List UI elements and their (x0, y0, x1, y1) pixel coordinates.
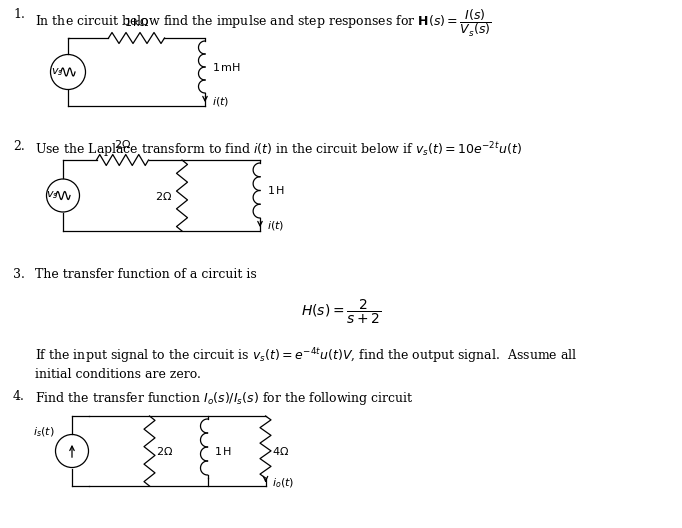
Text: $2\Omega$: $2\Omega$ (114, 138, 131, 150)
Text: 3.: 3. (13, 268, 25, 281)
Text: $v_s$: $v_s$ (50, 66, 63, 78)
Text: $2\Omega$: $2\Omega$ (155, 190, 172, 202)
Text: Find the transfer function $I_o(s)/I_s(s)$ for the following circuit: Find the transfer function $I_o(s)/I_s(s… (35, 390, 414, 407)
Text: $1\,\mathrm{H}$: $1\,\mathrm{H}$ (267, 184, 285, 196)
Text: $4\Omega$: $4\Omega$ (273, 445, 290, 457)
Text: The transfer function of a circuit is: The transfer function of a circuit is (35, 268, 256, 281)
Text: Use the Laplace transform to find $i(t)$ in the circuit below if $v_s(t) = 10e^{: Use the Laplace transform to find $i(t)$… (35, 140, 522, 159)
Text: $i(t)$: $i(t)$ (212, 95, 229, 108)
Text: $2\Omega$: $2\Omega$ (156, 445, 174, 457)
Text: 1.: 1. (13, 8, 25, 21)
Text: $1\,\mathrm{k}\Omega$: $1\,\mathrm{k}\Omega$ (124, 16, 149, 28)
Text: $1\,\mathrm{H}$: $1\,\mathrm{H}$ (215, 445, 233, 457)
Text: $1\,\mathrm{mH}$: $1\,\mathrm{mH}$ (212, 61, 241, 73)
Text: If the input signal to the circuit is $v_s(t) = e^{-4t}u(t)V$, find the output s: If the input signal to the circuit is $v… (35, 346, 578, 365)
Text: $v_s$: $v_s$ (46, 190, 58, 201)
Text: 4.: 4. (13, 390, 25, 403)
Text: $H(s) = \dfrac{2}{s+2}$: $H(s) = \dfrac{2}{s+2}$ (301, 298, 381, 326)
Text: initial conditions are zero.: initial conditions are zero. (35, 368, 201, 381)
Text: $i_o(t)$: $i_o(t)$ (273, 476, 295, 490)
Text: $i(t)$: $i(t)$ (267, 220, 284, 232)
Text: 2.: 2. (13, 140, 25, 153)
Text: In the circuit below find the impulse and step responses for $\mathbf{H}(s) = \d: In the circuit below find the impulse an… (35, 8, 492, 39)
Text: $i_s(t)$: $i_s(t)$ (33, 426, 55, 439)
